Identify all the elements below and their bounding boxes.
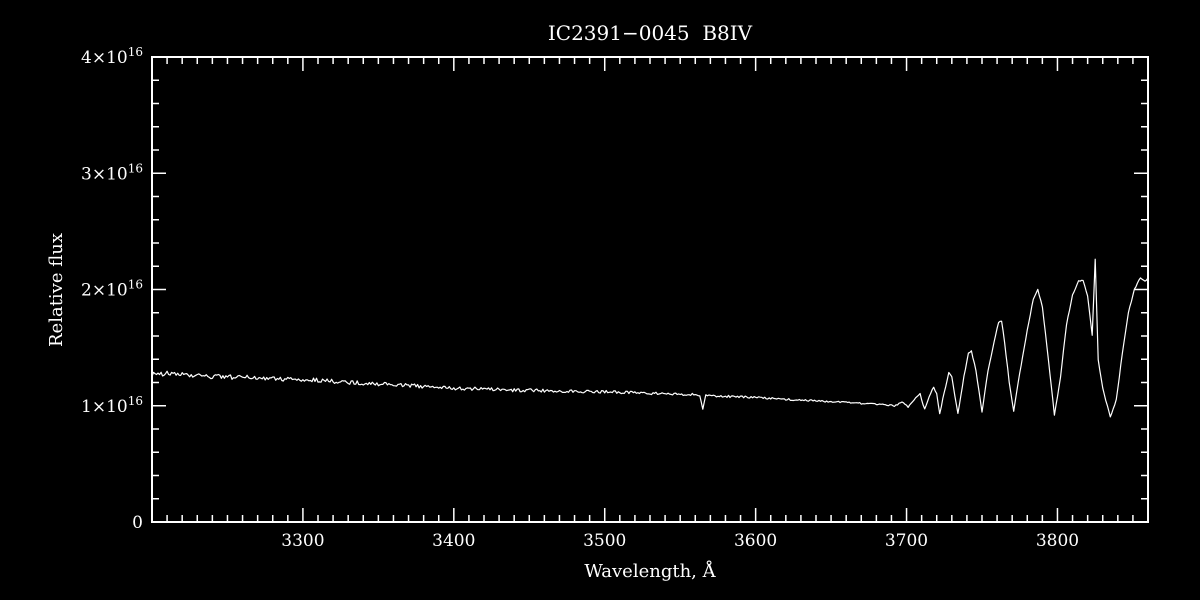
x-tick-label: 3600	[734, 531, 777, 551]
x-tick-label: 3500	[583, 531, 626, 551]
y-tick-label: 0	[132, 513, 143, 533]
x-axis-label: Wavelength, Å	[584, 560, 716, 582]
y-axis-label: Relative flux	[46, 233, 67, 347]
chart-title: IC2391−0045 B8IV	[548, 21, 753, 45]
spectrum-line	[151, 258, 1149, 418]
y-tick-label: 3×1016	[81, 161, 143, 184]
axis-ticks	[151, 56, 1149, 523]
x-tick-label: 3300	[281, 531, 324, 551]
y-tick-label: 2×1016	[81, 278, 143, 301]
y-tick-label: 1×1016	[81, 394, 143, 417]
x-tick-label: 3700	[885, 531, 928, 551]
x-tick-label: 3400	[432, 531, 475, 551]
y-tick-label: 4×1016	[81, 45, 143, 68]
x-tick-labels: 3300 3400 3500 3600 3700 3800	[281, 531, 1079, 551]
x-tick-label: 3800	[1036, 531, 1079, 551]
y-tick-labels: 0 1×1016 2×1016 3×1016 4×1016	[81, 45, 143, 533]
